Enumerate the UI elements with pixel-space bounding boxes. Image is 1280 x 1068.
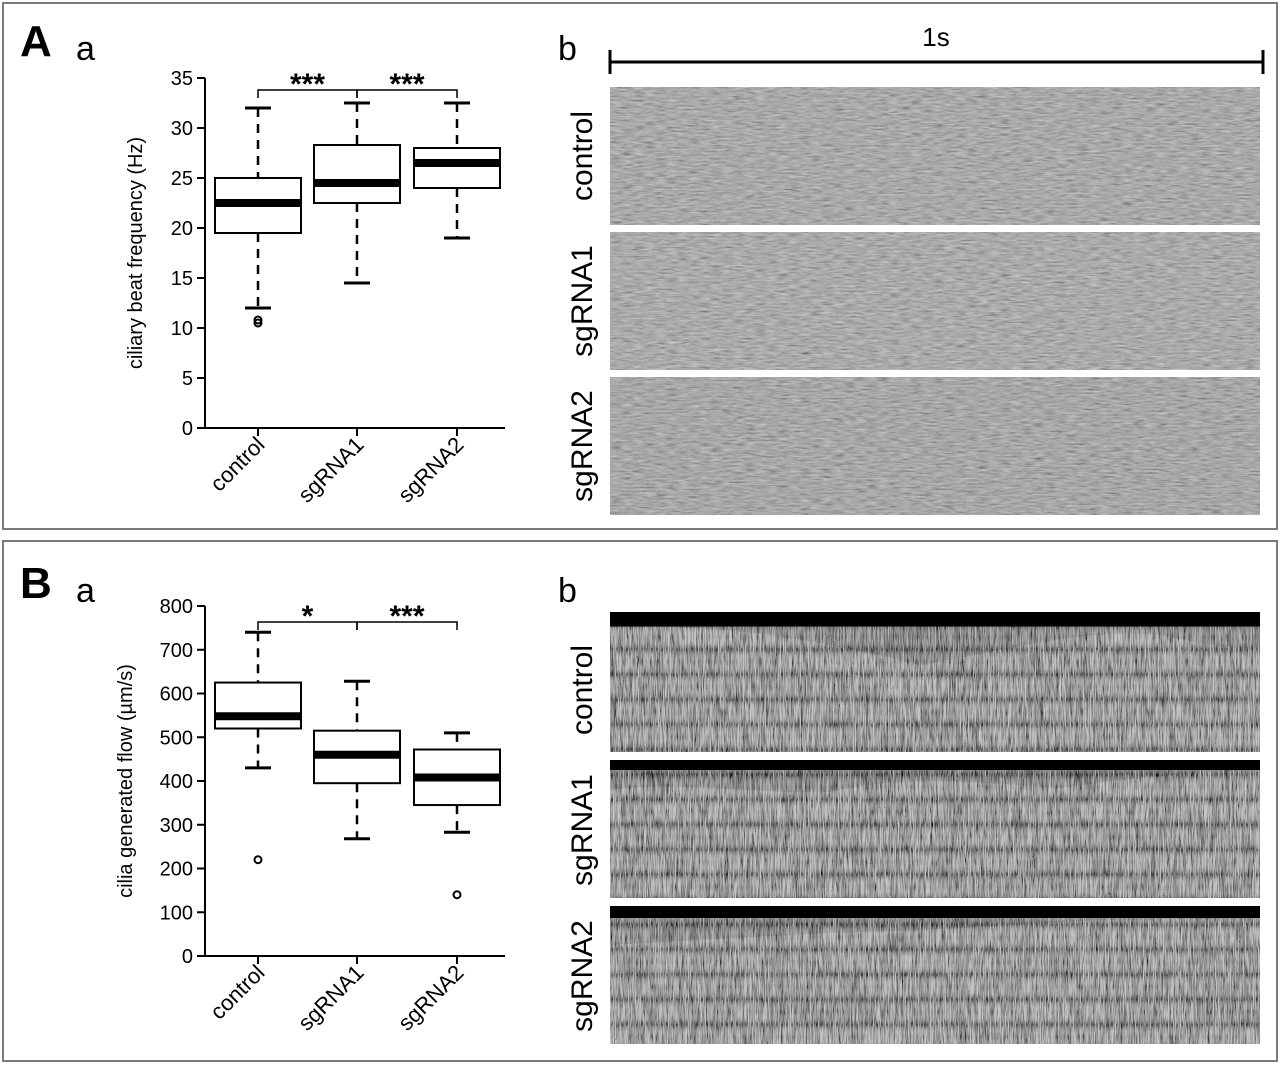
kymograph-image-control-a: [610, 87, 1260, 225]
y-tick-label: 5: [182, 368, 193, 390]
y-tick-label: 500: [160, 727, 193, 749]
y-tick-label: 25: [171, 168, 193, 190]
box-iqr: [313, 144, 401, 204]
y-tick-label: 700: [160, 640, 193, 662]
y-tick-label: 600: [160, 684, 193, 706]
significance-bracket: ***: [356, 68, 458, 101]
x-category-label: control: [205, 432, 269, 496]
y-tick-label: 0: [182, 946, 193, 968]
y-tick-label: 400: [160, 771, 193, 793]
significance-label: ***: [389, 600, 424, 633]
panel-b-plot-sublabel: a: [76, 572, 95, 610]
y-tick-label: 200: [160, 859, 193, 881]
y-tick-label: 10: [171, 318, 193, 340]
panel-a-image-sublabel: b: [558, 30, 577, 68]
x-category-label: sgRNA1: [293, 432, 369, 508]
y-tick-label: 100: [160, 902, 193, 924]
row-label-sgrna1-a: sgRNA1: [566, 245, 599, 357]
row-label-control-b: control: [566, 645, 599, 735]
y-tick-label: 0: [182, 418, 193, 440]
box-control: [214, 106, 302, 328]
y-tick-label: 15: [171, 268, 193, 290]
kymograph-image-sgrna1-a: [610, 232, 1260, 370]
kymograph-image-sgrna2-a: [610, 377, 1260, 515]
bracket-line: [356, 89, 458, 98]
y-axis-label: ciliary beat frequency (Hz): [125, 137, 147, 369]
y-tick-label: 20: [171, 218, 193, 240]
outlier-point: [452, 890, 462, 900]
row-label-sgrna2-a: sgRNA2: [566, 390, 599, 502]
significance-bracket: ***: [257, 68, 358, 101]
outlier-point: [253, 318, 263, 328]
box-sgRNA2: [413, 731, 501, 900]
row-label-sgrna2-b: sgRNA2: [566, 920, 599, 1032]
box-sgRNA1: [313, 679, 401, 841]
significance-bracket: ***: [356, 600, 458, 633]
panel-b-image-sublabel: b: [558, 572, 577, 610]
row-label-sgrna1-b: sgRNA1: [566, 774, 599, 886]
outlier-point: [253, 855, 263, 865]
row-label-control-a: control: [566, 111, 599, 201]
flow-image-sgrna2-b: [610, 906, 1260, 1044]
y-tick-label: 30: [171, 118, 193, 140]
significance-label: *: [302, 600, 314, 633]
x-category-label: sgRNA2: [393, 960, 469, 1036]
flow-image-control-b: [610, 612, 1260, 752]
y-tick-label: 800: [160, 596, 193, 618]
bracket-line: [356, 621, 458, 630]
panel-letter-a: A: [20, 17, 52, 66]
x-category-label: sgRNA2: [393, 432, 469, 508]
box-plot-cilia-generated-flow: 0 100 200 300 400 500 600 700 800 control sgRNA1 sg…: [115, 596, 505, 1035]
box-sgRNA2: [413, 101, 501, 240]
outlier-point: [253, 315, 263, 325]
box-sgRNA1: [313, 101, 401, 285]
box-control: [214, 630, 302, 865]
panel-letter-b: B: [20, 559, 52, 608]
significance-label: ***: [389, 68, 424, 101]
x-category-label: control: [205, 960, 269, 1024]
y-axis-label: cilia generated flow (µm/s): [115, 664, 137, 898]
y-tick-label: 35: [171, 68, 193, 90]
panel-a-plot-sublabel: a: [76, 30, 95, 68]
box-plot-ciliary-beat-frequency: 0 5 10 15 20 25 30 35 control sgRNA1 sgRNA2 ciliary…: [125, 68, 505, 507]
x-category-label: sgRNA1: [293, 960, 369, 1036]
significance-label: ***: [290, 68, 325, 101]
time-scale-bar: 1s: [608, 22, 1265, 74]
box-iqr: [214, 681, 302, 730]
flow-image-sgrna1-b: [610, 760, 1260, 898]
time-scale-label: 1s: [922, 22, 949, 52]
significance-bracket: *: [257, 600, 358, 633]
y-tick-label: 300: [160, 815, 193, 837]
box-iqr: [413, 147, 501, 189]
